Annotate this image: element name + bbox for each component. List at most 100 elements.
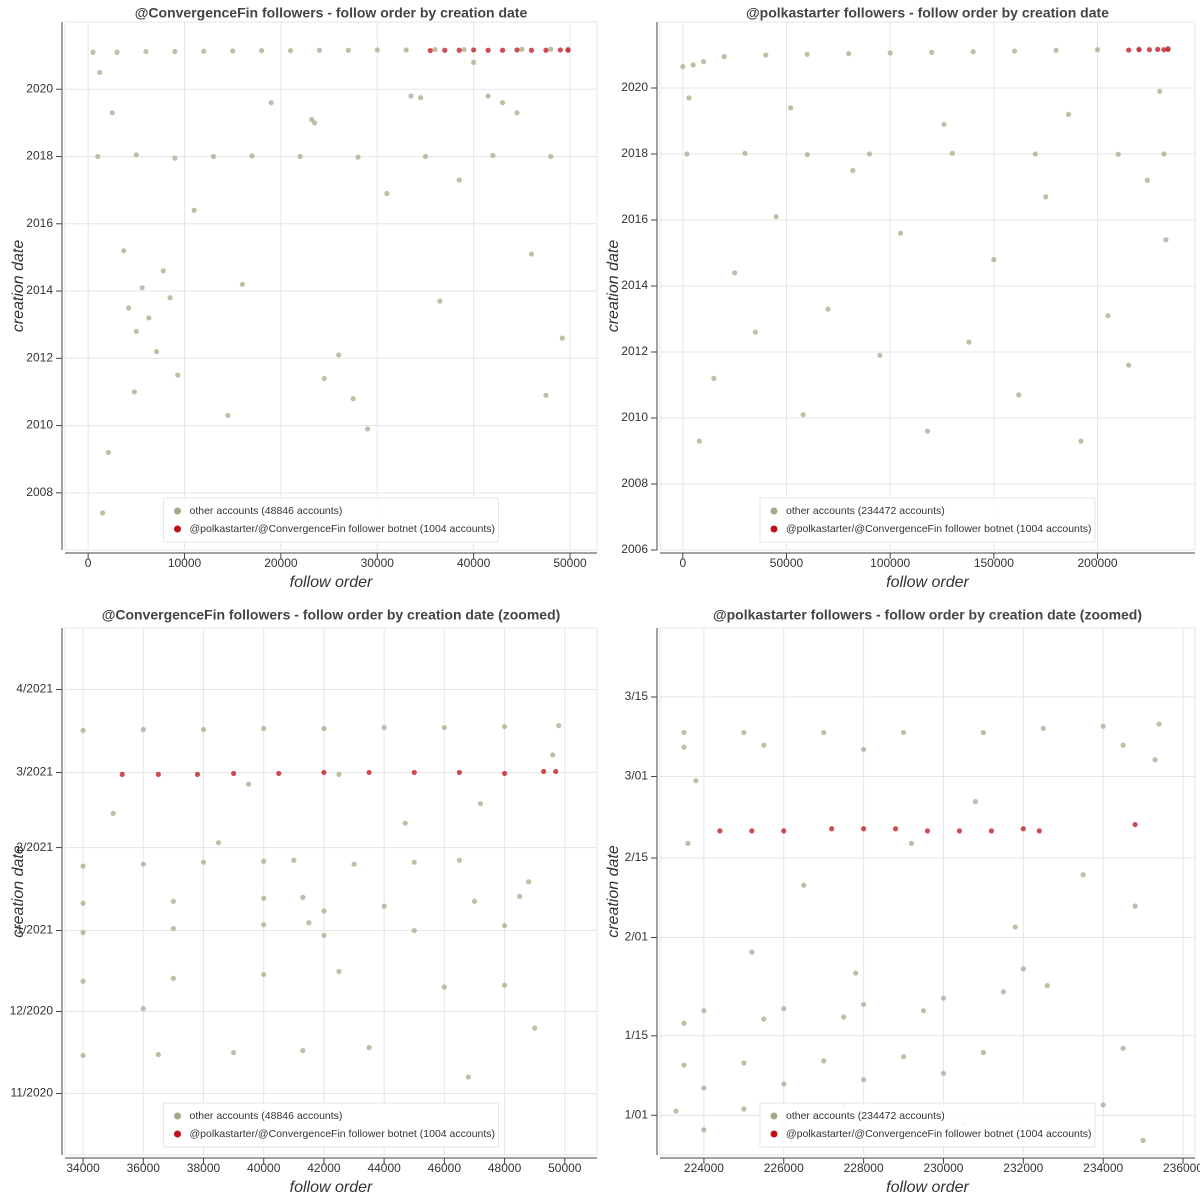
x-tick-label: 232000	[1003, 1161, 1043, 1175]
point	[355, 154, 361, 160]
point	[741, 1060, 747, 1066]
point	[432, 46, 438, 53]
point	[200, 859, 207, 865]
y-tick-label: 3/15	[625, 689, 649, 703]
point	[246, 781, 252, 787]
x-tick-label: 30000	[361, 556, 395, 570]
point	[701, 1127, 707, 1133]
point	[105, 449, 111, 456]
point	[741, 729, 747, 736]
point	[686, 95, 692, 101]
point	[742, 150, 748, 156]
point	[119, 771, 125, 777]
point	[929, 49, 935, 55]
point	[249, 153, 255, 159]
x-tick-label: 40000	[457, 556, 491, 570]
point	[501, 723, 508, 730]
panel: @ConvergenceFin followers - follow order…	[10, 607, 598, 1196]
point	[97, 69, 103, 76]
point	[1163, 237, 1169, 243]
point	[680, 63, 686, 70]
point	[321, 908, 327, 914]
point	[861, 746, 867, 752]
point	[696, 438, 702, 444]
point	[892, 826, 899, 832]
y-tick-label: 2014	[26, 283, 53, 297]
point	[471, 47, 477, 53]
point	[321, 725, 327, 732]
point	[1020, 826, 1026, 832]
point	[920, 1008, 927, 1014]
x-axis-label: follow order	[886, 1179, 969, 1196]
point	[1012, 924, 1018, 930]
legend-label: @polkastarter/@ConvergenceFin follower b…	[786, 1128, 1092, 1140]
point	[721, 54, 727, 60]
point	[1020, 966, 1026, 972]
point	[701, 1085, 707, 1091]
point	[821, 1058, 827, 1064]
y-tick-label: 11/2020	[11, 1086, 54, 1100]
point	[781, 828, 787, 834]
point	[749, 949, 755, 955]
y-tick-label: 2018	[621, 146, 648, 160]
point	[956, 828, 963, 834]
point	[427, 47, 433, 54]
point	[126, 305, 132, 311]
x-tick-label: 38000	[187, 1161, 221, 1175]
point	[276, 770, 282, 777]
legend-marker	[174, 1112, 181, 1120]
y-tick-label: 2014	[621, 278, 648, 292]
point	[940, 995, 947, 1001]
x-tick-label: 230000	[923, 1161, 963, 1175]
point	[201, 48, 207, 54]
point	[465, 1074, 472, 1080]
x-tick-label: 10000	[168, 556, 202, 570]
point	[1136, 47, 1142, 53]
point	[1132, 821, 1138, 828]
point	[543, 392, 549, 398]
point	[514, 110, 520, 116]
panel: @polkastarter followers - follow order b…	[605, 607, 1200, 1197]
point	[846, 51, 852, 57]
point	[471, 898, 478, 904]
point	[422, 153, 429, 160]
point	[155, 1051, 161, 1058]
point	[402, 820, 408, 826]
point	[900, 1054, 907, 1060]
point	[316, 47, 323, 53]
point	[1000, 989, 1006, 995]
point	[167, 295, 173, 301]
point	[172, 155, 178, 161]
point	[1011, 48, 1018, 54]
y-tick-label: 1/2021	[16, 923, 53, 937]
point	[690, 62, 696, 68]
point	[788, 105, 794, 111]
legend-marker	[770, 525, 778, 533]
point	[1043, 194, 1049, 200]
x-tick-label: 100000	[870, 556, 910, 570]
point	[541, 768, 547, 775]
point	[321, 769, 327, 776]
x-tick-label: 20000	[264, 556, 298, 570]
x-tick-label: 234000	[1083, 1161, 1123, 1175]
point	[1032, 151, 1038, 157]
point	[411, 927, 417, 934]
point	[499, 47, 506, 53]
x-tick-label: 150000	[974, 556, 1014, 570]
x-tick-label: 200000	[1078, 556, 1118, 570]
y-tick-label: 3/01	[625, 769, 649, 783]
point	[80, 1052, 86, 1059]
point	[110, 810, 116, 817]
point	[501, 982, 508, 988]
point	[442, 47, 448, 53]
point	[900, 729, 907, 736]
point	[297, 153, 303, 160]
point	[374, 47, 380, 53]
point	[1016, 392, 1022, 398]
point	[681, 729, 687, 736]
y-tick-label: 1/15	[625, 1028, 649, 1042]
point	[980, 729, 986, 736]
point	[861, 1077, 867, 1083]
point	[268, 100, 274, 106]
